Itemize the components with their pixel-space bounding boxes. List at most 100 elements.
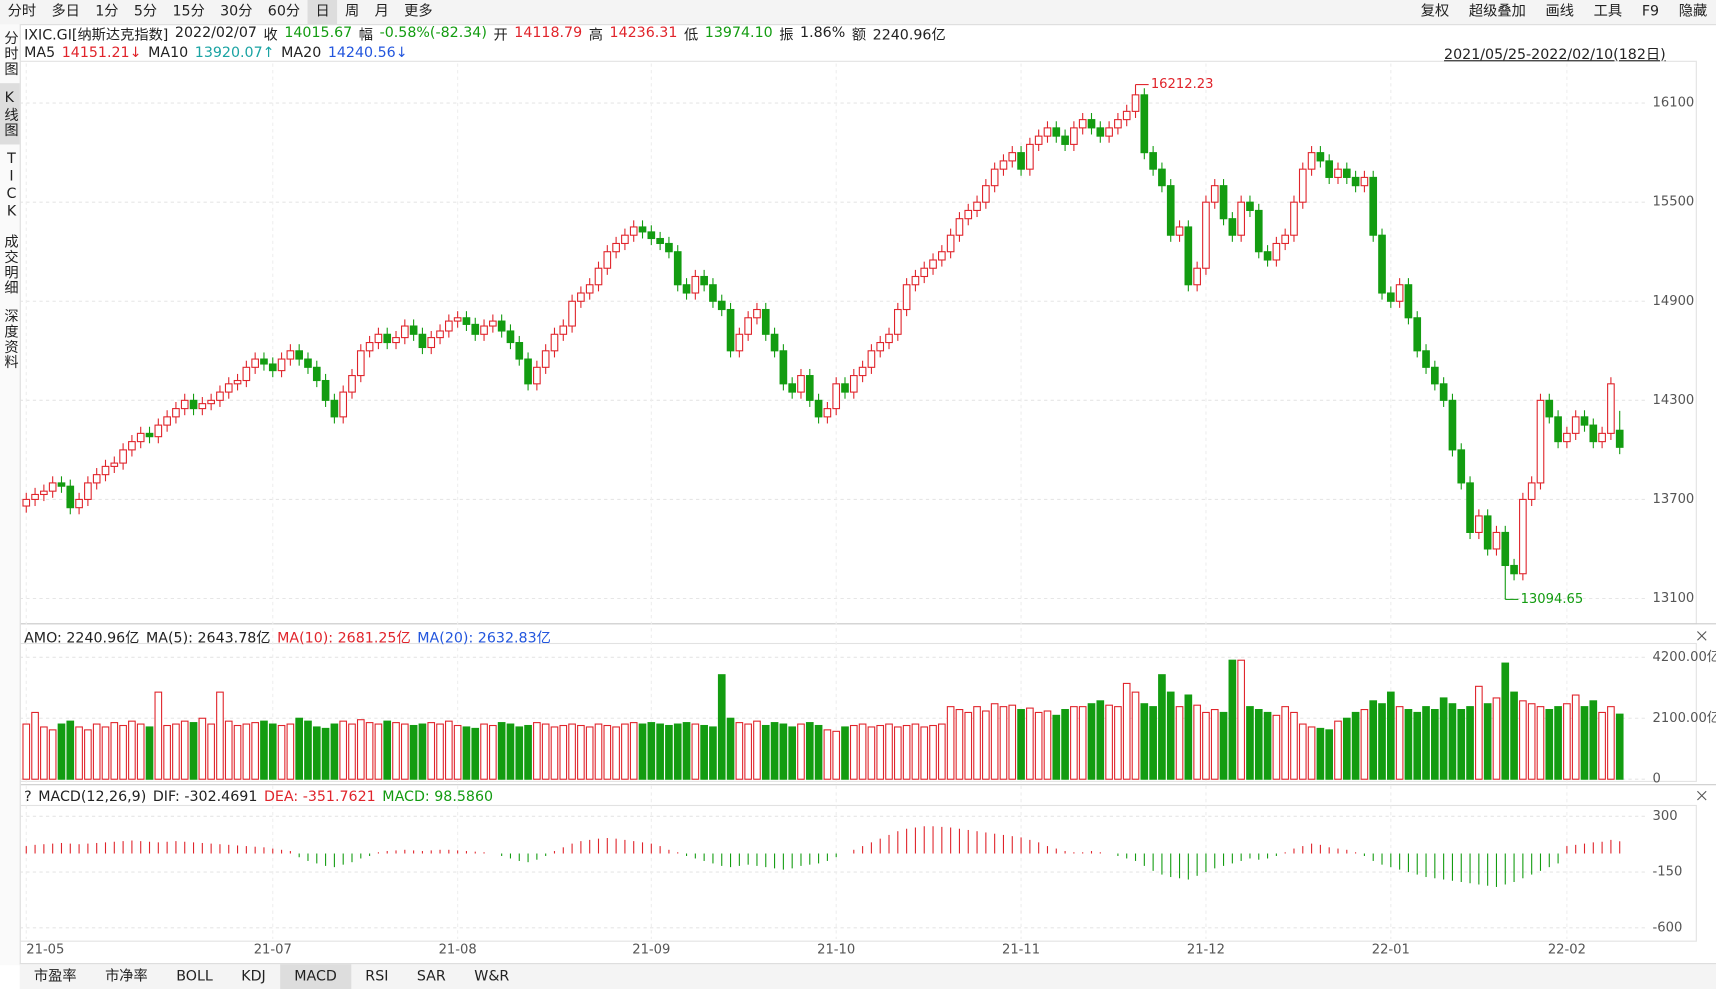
- indicator-tab[interactable]: MACD: [279, 964, 352, 989]
- volume-bar: [603, 724, 612, 780]
- candle-body: [1351, 176, 1360, 187]
- period-tab[interactable]: 日: [307, 0, 338, 25]
- info-item: 幅: [358, 26, 374, 44]
- x-tick-label: 22-02: [1548, 942, 1586, 957]
- volume-bar: [841, 726, 849, 780]
- candle-body: [638, 226, 647, 233]
- x-tick-label: 21-10: [817, 942, 855, 957]
- volume-bar: [753, 720, 761, 780]
- indicator-tab[interactable]: W&R: [474, 968, 510, 985]
- tool-button[interactable]: 画线: [1545, 3, 1574, 20]
- info-item: 1.86%: [800, 24, 846, 42]
- indicator-tab[interactable]: KDJ: [241, 968, 266, 985]
- period-tab[interactable]: 分时: [7, 3, 37, 20]
- candle-body: [1263, 251, 1272, 261]
- candle-body: [1395, 284, 1404, 302]
- volume-bar: [999, 706, 1008, 780]
- volume-bar: [717, 674, 726, 780]
- volume-bar: [1290, 711, 1298, 780]
- volume-bar: [1281, 706, 1290, 780]
- volume-bar: [136, 723, 145, 780]
- volume-bar: [541, 723, 550, 780]
- volume-bar: [1298, 723, 1307, 780]
- info-item: 高: [588, 26, 603, 44]
- volume-bar: [1052, 714, 1061, 780]
- indicator-tab[interactable]: 市净率: [105, 968, 148, 985]
- period-tab[interactable]: 月: [374, 3, 389, 20]
- volume-bar: [374, 723, 383, 780]
- period-tab[interactable]: 周: [345, 3, 360, 20]
- volume-bar: [885, 723, 893, 780]
- tool-bar: 复权 超级叠加 画线 工具 F9 隐藏: [1401, 0, 1708, 24]
- period-tab[interactable]: 多日: [51, 3, 80, 20]
- volume-bar: [1246, 706, 1254, 780]
- candle-body: [409, 325, 418, 335]
- volume-bar: [119, 724, 127, 780]
- candle-body: [1078, 119, 1087, 129]
- period-tab[interactable]: 更多: [404, 3, 433, 20]
- tool-button[interactable]: 隐藏: [1678, 3, 1708, 20]
- tool-button[interactable]: 超级叠加: [1468, 3, 1526, 20]
- info-item: IXIC.GI[纳斯达克指数]: [24, 26, 169, 44]
- period-tab[interactable]: 5分: [133, 3, 158, 20]
- candle-body: [383, 333, 392, 344]
- indicator-tab[interactable]: SAR: [416, 968, 446, 985]
- side-tab[interactable]: 分时图: [1, 30, 18, 77]
- period-tab[interactable]: 1分: [95, 3, 119, 20]
- side-tab[interactable]: TICK: [3, 151, 20, 222]
- volume-bar: [1263, 711, 1272, 780]
- tool-button[interactable]: 工具: [1593, 3, 1623, 20]
- candle-body: [1386, 292, 1395, 302]
- period-tab[interactable]: 15分: [172, 3, 205, 20]
- volume-bar: [832, 730, 841, 780]
- macd-info-item: MACD: 98.5860: [382, 788, 494, 805]
- x-tick-label: 21-11: [1002, 942, 1040, 957]
- volume-bar: [1378, 703, 1386, 780]
- candle-body: [286, 350, 295, 360]
- candle-body: [849, 375, 858, 393]
- side-tab[interactable]: K线图: [0, 83, 20, 145]
- tool-button[interactable]: F9: [1641, 3, 1660, 20]
- date-range-text[interactable]: 2021/05/25-2022/02/10(182日): [1444, 46, 1666, 63]
- candle-body: [1334, 168, 1342, 178]
- volume-bar: [1615, 713, 1624, 780]
- indicator-tab[interactable]: 市盈率: [33, 968, 77, 985]
- candle-body: [1448, 399, 1457, 451]
- info-item: -0.58%(-82.34): [379, 24, 487, 42]
- volume-bar: [1527, 703, 1536, 780]
- volume-bar: [1431, 709, 1439, 780]
- indicator-tab[interactable]: BOLL: [176, 968, 213, 985]
- period-tab[interactable]: 30分: [220, 3, 253, 20]
- candle-body: [242, 366, 251, 382]
- volume-bar: [1369, 700, 1378, 780]
- period-tab[interactable]: 60分: [267, 3, 301, 20]
- close-icon: [1697, 790, 1707, 801]
- volume-bar: [1114, 706, 1122, 780]
- volume-bar: [1325, 729, 1334, 780]
- candle-body: [1210, 185, 1219, 203]
- ma-info: MA5 14151.21↓ MA10 13920.07↑ MA20 14240.56↓: [24, 43, 414, 63]
- candle-body: [577, 292, 585, 302]
- candle-body: [330, 399, 339, 418]
- volume-bar: [893, 726, 902, 780]
- candle-body: [119, 449, 127, 464]
- side-tab[interactable]: 成交明细: [1, 234, 18, 296]
- candle-body: [621, 234, 629, 245]
- candle-body: [999, 160, 1008, 170]
- volume-bar: [1078, 706, 1087, 780]
- pane-frame: [19, 804, 1697, 942]
- tool-button[interactable]: 复权: [1420, 3, 1450, 20]
- candle-body: [726, 308, 735, 352]
- candle-body: [1510, 564, 1518, 575]
- volume-bar: [1193, 704, 1201, 780]
- candle-body: [1061, 135, 1069, 145]
- volume-bar: [682, 722, 691, 780]
- date-range[interactable]: 2021/05/25-2022/02/10(182日): [1444, 43, 1672, 63]
- volume-bar: [1219, 711, 1228, 780]
- indicator-tab[interactable]: RSI: [365, 968, 389, 985]
- volume-bar: [489, 724, 497, 780]
- side-tab[interactable]: 深度资料: [1, 308, 18, 370]
- candle-body: [1378, 234, 1386, 294]
- candle-body: [471, 323, 480, 335]
- amo-item: MA(5): 2643.78亿: [145, 629, 271, 647]
